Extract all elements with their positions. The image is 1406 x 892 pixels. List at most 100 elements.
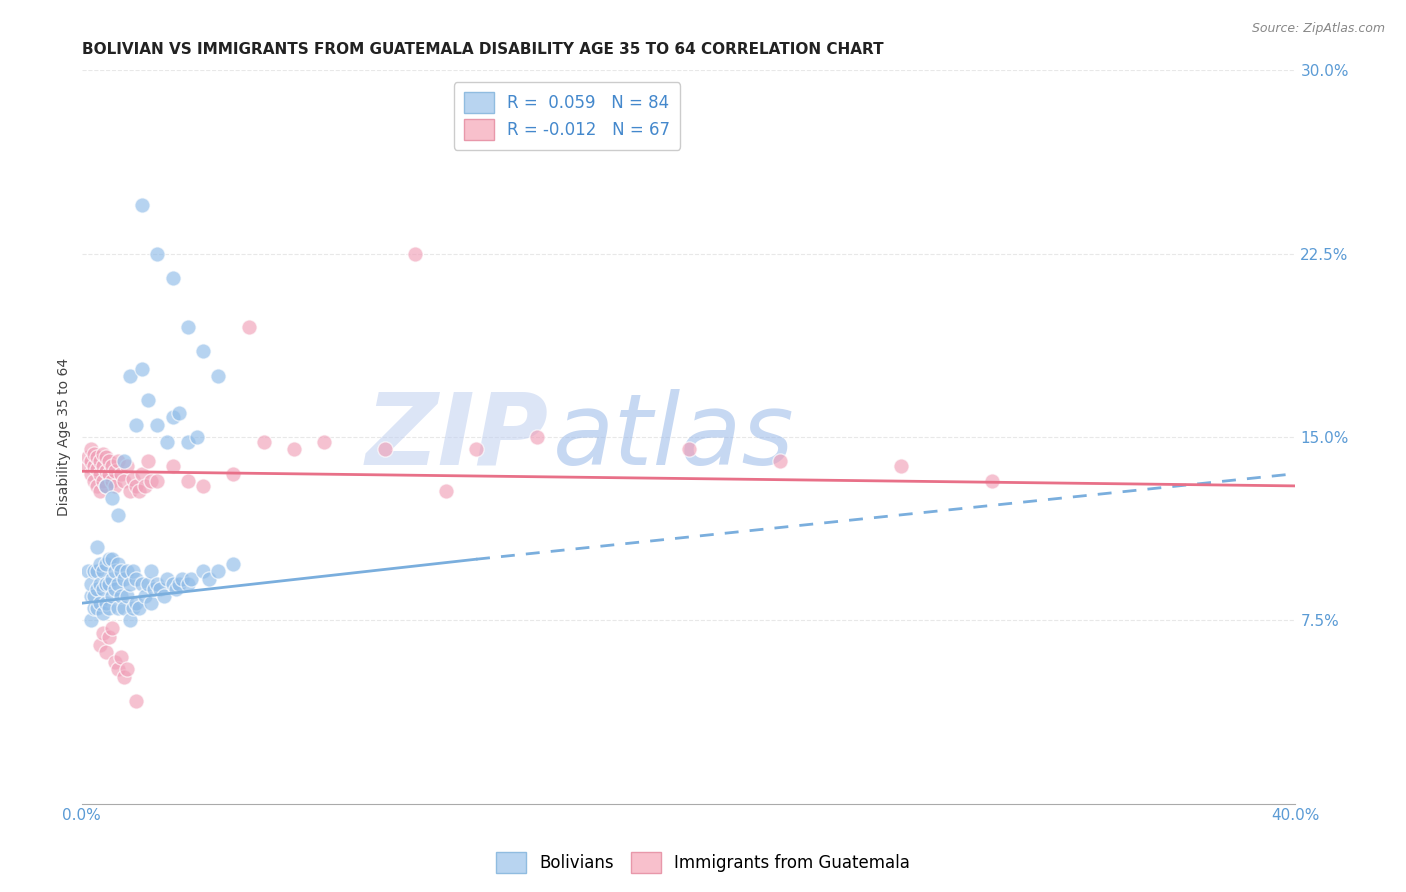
Point (678, 442, 700, 457)
Point (104, 464, 127, 478)
Point (191, 479, 214, 493)
Point (80, 454, 103, 468)
Point (76, 459, 98, 474)
Point (76, 565, 98, 579)
Point (115, 565, 138, 579)
Point (404, 246, 426, 260)
Point (177, 434, 200, 449)
Point (138, 576, 160, 591)
Point (101, 572, 124, 586)
Point (122, 565, 145, 579)
Point (94, 576, 117, 591)
Point (104, 655, 127, 669)
Point (162, 576, 184, 591)
Point (107, 557, 129, 571)
Point (97, 576, 120, 591)
Point (120, 368, 142, 383)
Point (91, 459, 114, 474)
Point (122, 601, 145, 615)
Point (768, 454, 790, 468)
Point (94, 450, 117, 464)
Point (167, 576, 190, 591)
Point (141, 565, 163, 579)
Point (134, 589, 156, 603)
Point (374, 442, 396, 457)
Point (138, 393, 160, 408)
Point (101, 552, 124, 566)
Point (107, 601, 129, 615)
Point (97, 454, 120, 468)
Point (162, 410, 184, 425)
Point (125, 417, 148, 432)
Point (115, 589, 138, 603)
Point (107, 454, 129, 468)
Point (122, 472, 145, 486)
Point (83, 589, 105, 603)
Point (191, 565, 214, 579)
Point (125, 596, 148, 610)
Point (80, 613, 103, 627)
Point (94, 479, 117, 493)
Point (110, 589, 132, 603)
Point (104, 565, 127, 579)
Point (83, 447, 105, 461)
Point (434, 483, 457, 498)
Point (146, 417, 169, 432)
Point (94, 645, 117, 659)
Point (107, 576, 129, 591)
Point (128, 601, 150, 615)
Point (91, 565, 114, 579)
Point (146, 246, 169, 260)
Point (104, 582, 127, 596)
Point (465, 442, 488, 457)
Text: ZIP: ZIP (366, 389, 548, 485)
Point (283, 442, 305, 457)
Point (120, 483, 142, 498)
Point (91, 625, 114, 640)
Point (110, 650, 132, 665)
Point (89, 638, 111, 652)
Point (120, 613, 142, 627)
Point (191, 344, 214, 359)
Point (112, 474, 135, 488)
Point (149, 582, 172, 596)
Point (86, 582, 108, 596)
Point (177, 320, 200, 334)
Point (80, 589, 103, 603)
Point (86, 479, 108, 493)
Point (131, 576, 153, 591)
Point (131, 198, 153, 212)
Point (890, 459, 912, 474)
Point (89, 557, 111, 571)
Point (198, 572, 221, 586)
Point (162, 271, 184, 285)
Point (120, 576, 142, 591)
Point (141, 596, 163, 610)
Point (94, 479, 117, 493)
Point (110, 565, 132, 579)
Point (207, 565, 229, 579)
Point (83, 601, 105, 615)
Point (101, 459, 124, 474)
Point (186, 430, 208, 444)
Point (152, 589, 174, 603)
Point (89, 454, 111, 468)
Point (170, 572, 193, 586)
Point (146, 576, 169, 591)
Point (80, 467, 103, 481)
Point (165, 582, 187, 596)
Point (138, 454, 160, 468)
Point (222, 467, 245, 481)
Point (155, 572, 177, 586)
Point (115, 662, 138, 676)
Text: atlas: atlas (553, 389, 794, 485)
Point (238, 320, 260, 334)
Point (104, 479, 127, 493)
Point (134, 479, 156, 493)
Point (128, 483, 150, 498)
Point (131, 467, 153, 481)
Point (83, 474, 105, 488)
Point (89, 467, 111, 481)
Point (177, 576, 200, 591)
Point (143, 582, 166, 596)
